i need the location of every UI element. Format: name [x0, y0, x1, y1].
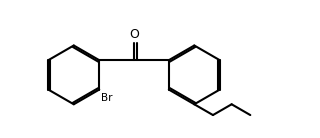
Text: Br: Br: [101, 92, 113, 103]
Text: O: O: [129, 28, 139, 41]
